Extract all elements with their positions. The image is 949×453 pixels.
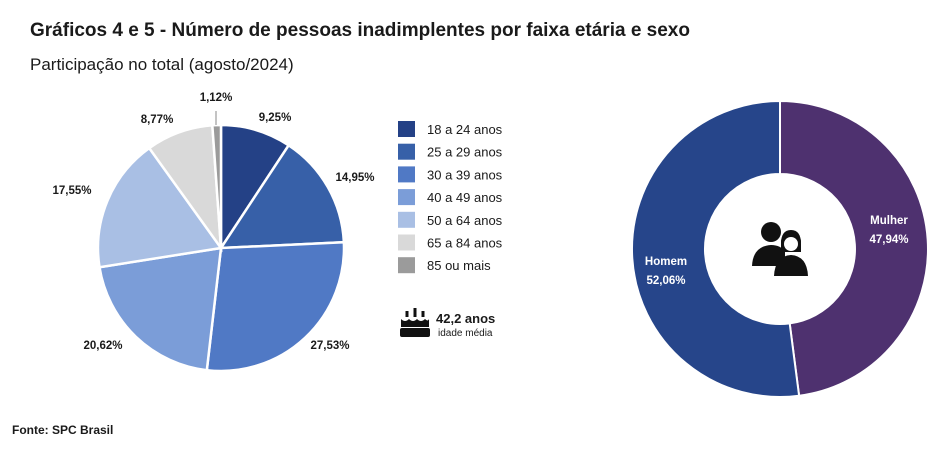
legend-label: 50 a 64 anos xyxy=(427,213,503,228)
legend-swatch xyxy=(398,257,415,274)
legend-swatch xyxy=(398,211,415,228)
data-label: 8,77% xyxy=(141,114,174,126)
donut-slice-mulher xyxy=(779,99,929,397)
average-age-caption: idade média xyxy=(438,328,493,339)
donut-value-label: 47,94% xyxy=(869,234,908,246)
legend-label: 65 a 84 anos xyxy=(427,236,503,251)
legend-label: 18 a 24 anos xyxy=(427,122,503,137)
birthday-cake-icon xyxy=(400,308,430,337)
pie-slice-25-a-29-anos xyxy=(218,143,346,250)
donut-value-label: 52,06% xyxy=(646,275,685,287)
data-label: 14,95% xyxy=(335,172,374,184)
source-note: Fonte: SPC Brasil xyxy=(12,423,114,437)
legend-swatch xyxy=(398,189,415,206)
pie-slice-85-ou-mais xyxy=(210,123,223,249)
legend-swatch xyxy=(398,121,415,137)
legend-swatch xyxy=(398,143,415,160)
data-label: 1,12% xyxy=(200,92,233,104)
data-label: 17,55% xyxy=(52,185,91,197)
age-pie-chart: 9,25% 14,95% 27,53% 20,62% 17,55% 8,77% 1,12% xyxy=(52,92,375,373)
legend-swatch xyxy=(398,234,415,251)
legend-label: 25 a 29 anos xyxy=(427,145,503,160)
legend-label: 30 a 39 anos xyxy=(427,167,503,182)
pie-slice-50-a-64-anos xyxy=(96,146,224,269)
people-icon xyxy=(752,222,808,276)
data-label: 20,62% xyxy=(83,340,122,352)
data-label: 27,53% xyxy=(310,340,349,352)
donut-category-label: Mulher xyxy=(870,215,908,227)
average-age-value: 42,2 anos xyxy=(436,311,496,326)
chart-subtitle: Participação no total (agosto/2024) xyxy=(30,55,294,74)
pie-slice-40-a-49-anos xyxy=(98,246,223,372)
legend-label: 85 ou mais xyxy=(427,258,491,273)
donut-category-label: Homem xyxy=(645,256,687,268)
pie-slice-30-a-39-anos xyxy=(205,240,346,373)
sex-donut-chart: Mulher 47,94% Homem 52,06% xyxy=(630,99,929,398)
legend-swatch xyxy=(398,166,415,183)
age-legend: 18 a 24 anos 25 a 29 anos 30 a 39 anos 40 a… xyxy=(398,121,503,274)
chart-title: Gráficos 4 e 5 - Número de pessoas inadi… xyxy=(30,20,690,41)
legend-label: 40 a 49 anos xyxy=(427,190,503,205)
donut-slice-homem xyxy=(630,99,801,398)
data-label: 9,25% xyxy=(259,112,292,124)
